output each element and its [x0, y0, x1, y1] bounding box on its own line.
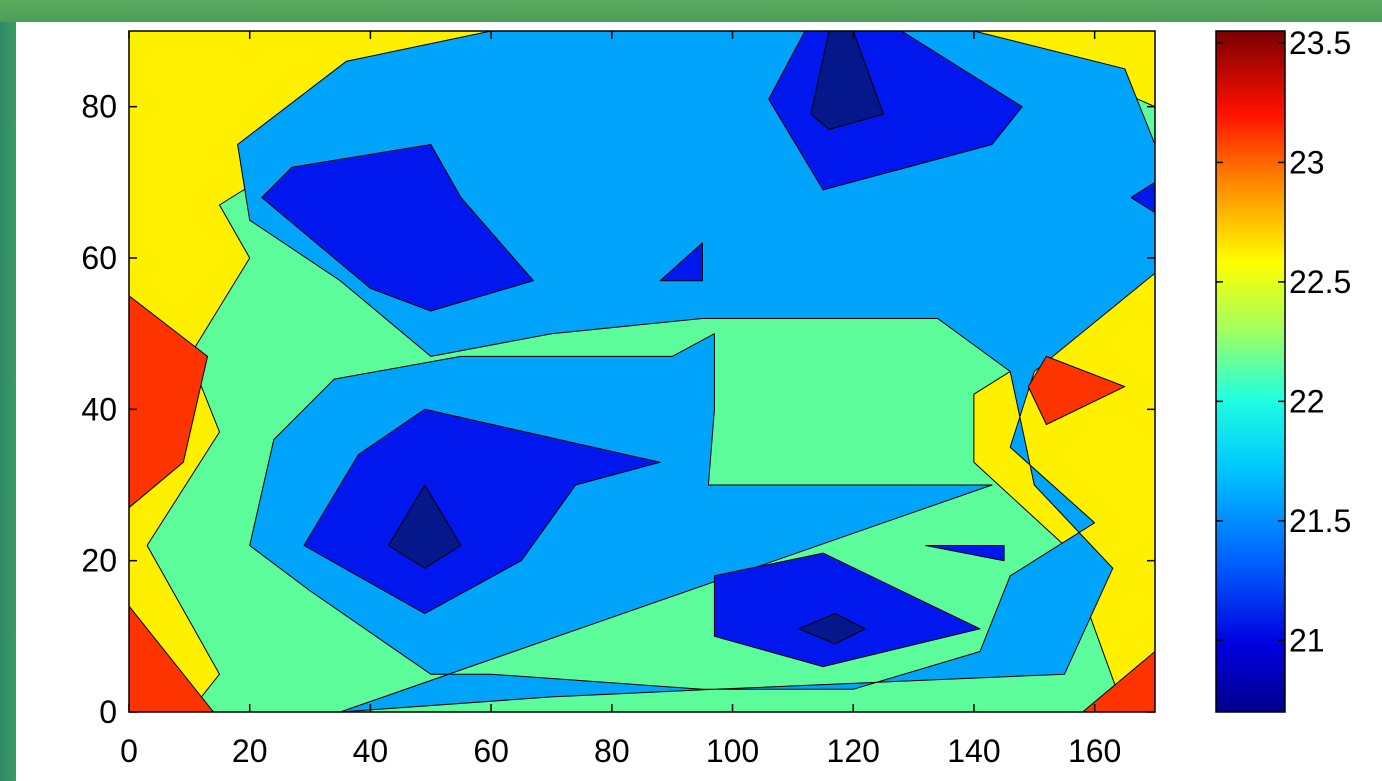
x-tick-label: 100	[706, 733, 759, 769]
x-tick-label: 160	[1068, 733, 1121, 769]
contour-region-12	[925, 545, 1005, 562]
x-tick-label: 20	[232, 733, 268, 769]
contour-region-6	[713, 552, 981, 668]
colorbar-tick-label: 23	[1289, 144, 1325, 180]
y-tick-label: 20	[81, 543, 117, 579]
colorbar: 21 21.5 22 22.5 23 23.5	[1215, 25, 1351, 713]
contour-region-13	[129, 295, 208, 509]
contour-region-10	[659, 242, 703, 282]
colorbar-tick-label: 22	[1289, 383, 1325, 419]
colorbar-tick-label: 21	[1289, 622, 1325, 658]
y-tick-label: 0	[99, 694, 117, 730]
contour-region-5	[261, 144, 534, 312]
contour-region-9	[810, 31, 884, 130]
x-tick-label: 120	[827, 733, 880, 769]
slide-top-band	[0, 0, 1382, 22]
contour-region-11	[1130, 181, 1155, 214]
x-tick-label: 0	[120, 733, 138, 769]
colorbar-tick-label: 21.5	[1289, 503, 1351, 539]
colorbar-tick-label: 22.5	[1289, 264, 1351, 300]
y-tick-label: 80	[81, 89, 117, 125]
contour-region-15	[1027, 355, 1126, 425]
contour-regions	[129, 31, 1155, 712]
colorbar-gradient	[1215, 30, 1286, 713]
y-tick-label: 60	[81, 240, 117, 276]
x-axis: 0 20 40 60 80 100 120 140 160	[120, 733, 1121, 769]
colorbar-tick-label: 23.5	[1289, 25, 1351, 61]
contour-region-14	[129, 605, 214, 712]
x-tick-label: 80	[594, 733, 630, 769]
contour-region-3	[303, 408, 661, 615]
colorbar-ticks: 21 21.5 22 22.5 23 23.5	[1216, 25, 1351, 658]
x-tick-label: 140	[947, 733, 1000, 769]
contour-region-16	[1082, 651, 1155, 712]
y-tick-label: 40	[81, 391, 117, 427]
plot-frame	[128, 30, 1156, 713]
plot-area	[128, 30, 1156, 713]
contour-region-7	[798, 613, 866, 645]
x-tick-label: 60	[473, 733, 509, 769]
x-tick-label: 40	[353, 733, 389, 769]
y-axis: 0 20 40 60 80	[81, 89, 117, 730]
contour-region-4	[388, 484, 462, 569]
